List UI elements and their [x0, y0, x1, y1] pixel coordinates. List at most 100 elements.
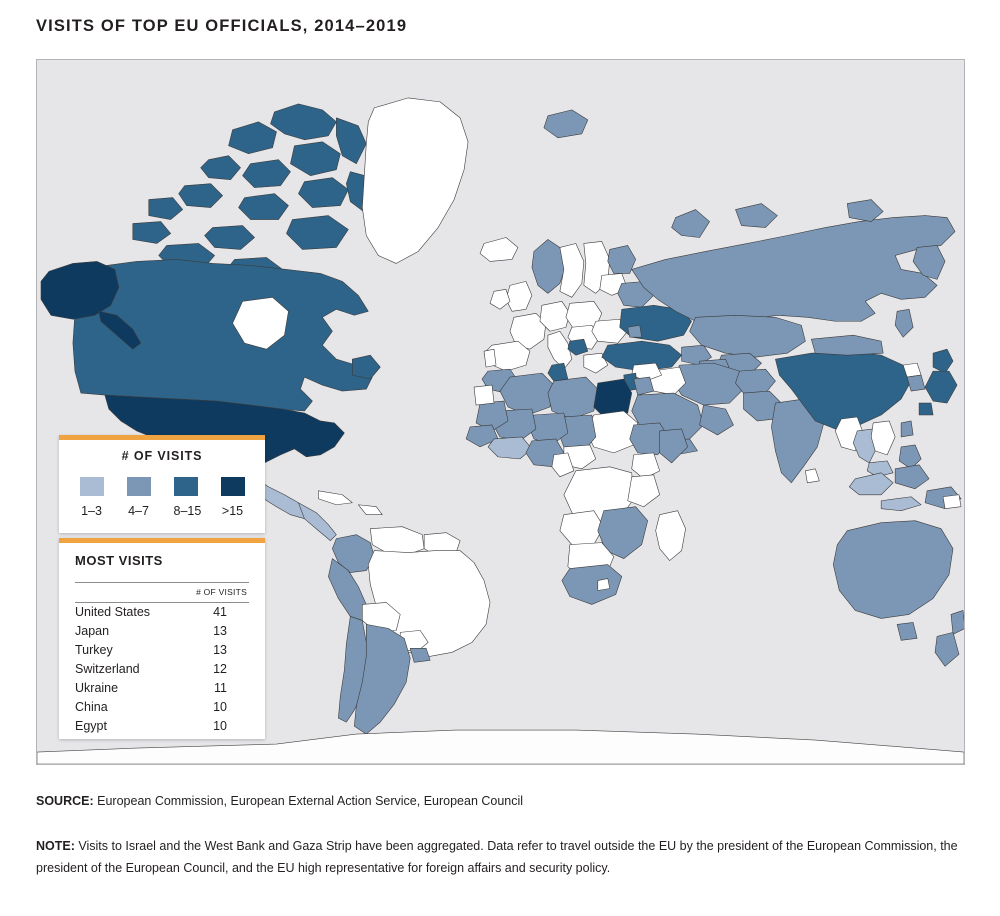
region-somalia — [659, 428, 688, 464]
region-turkey — [601, 340, 682, 372]
region-tasmania — [896, 622, 918, 641]
source-label: SOURCE: — [36, 794, 94, 808]
world-map[interactable]: .c{stroke:#3c3c3c;stroke-width:.6;stroke… — [36, 59, 965, 765]
region-greece — [583, 352, 609, 374]
legend-bin-label: 4–7 — [128, 504, 149, 518]
region-newfoundland — [352, 354, 381, 380]
note-label: NOTE: — [36, 839, 75, 853]
row-visits: 13 — [213, 624, 227, 638]
region-vietnam-laos — [870, 420, 896, 456]
region-brazil — [367, 550, 491, 657]
region-new-zealand-north — [950, 610, 964, 635]
table-header-row: # OF VISITS — [75, 582, 249, 603]
legend-bin-1: 4–7 — [126, 477, 151, 518]
legend-swatch-icon — [173, 477, 198, 496]
legend-swatch-icon — [79, 477, 104, 496]
region-westsahara — [473, 384, 495, 406]
table-header-visits: # OF VISITS — [177, 582, 249, 603]
table-row: Switzerland 12 — [75, 660, 249, 679]
region-kamchatka — [912, 245, 946, 280]
region-australia — [832, 520, 954, 619]
table-row: China 10 — [75, 698, 249, 717]
region-indonesia-java — [880, 496, 922, 512]
legend-swatches: 1–3 4–7 8–15 >15 — [59, 477, 265, 518]
region-cameroon — [551, 452, 575, 478]
region-new-siberian — [846, 199, 884, 222]
region-greenland — [361, 97, 469, 264]
region-lesotho — [597, 578, 611, 591]
region-madagascar — [655, 510, 686, 561]
region-moldova — [627, 324, 642, 338]
row-visits: 12 — [213, 662, 227, 676]
region-uae-oman — [699, 404, 734, 436]
row-visits: 41 — [213, 605, 227, 619]
region-alaska — [40, 261, 120, 320]
region-cuba — [318, 490, 353, 506]
most-visits-panel: MOST VISITS # OF VISITS United States 41… — [59, 538, 265, 739]
table-row: Egypt 10 — [75, 717, 249, 736]
region-hudson-bay — [232, 297, 289, 350]
table-row: Ukraine 11 — [75, 679, 249, 698]
region-severnaya — [735, 203, 778, 228]
region-jordan — [633, 376, 654, 396]
region-sweden — [559, 243, 585, 298]
region-egypt — [593, 378, 633, 420]
row-country: Turkey — [75, 643, 113, 657]
region-taiwan — [900, 420, 914, 438]
legend-bin-label: 8–15 — [173, 504, 202, 518]
row-country: China — [75, 700, 108, 714]
region-japan-honshu — [924, 370, 958, 404]
region-hispaniola — [358, 504, 383, 516]
row-country: United States — [75, 605, 151, 619]
region-france — [509, 312, 547, 350]
row-country: Switzerland — [75, 662, 140, 676]
region-japan — [932, 348, 954, 374]
region-alaska-panhandle — [98, 310, 142, 350]
region-italy — [547, 330, 573, 370]
table-row: Turkey 13 — [75, 641, 249, 660]
region-iceland — [479, 237, 519, 262]
region-malaysia — [866, 460, 894, 478]
region-kazakhstan — [689, 314, 806, 358]
legend-bin-2: 8–15 — [173, 477, 202, 518]
region-mongolia — [811, 334, 884, 356]
row-country: Ukraine — [75, 681, 119, 695]
table-row: Japan 13 — [75, 622, 249, 641]
row-visits: 11 — [214, 681, 227, 695]
region-sri-lanka — [805, 468, 820, 484]
region-uruguay — [409, 648, 431, 663]
legend-swatch-icon — [220, 477, 245, 496]
region-argentina — [354, 624, 411, 735]
region-senegal-guinea — [465, 424, 499, 448]
region-algeria — [499, 372, 555, 416]
region-japan-kyushu — [918, 402, 934, 416]
map-legend: # OF VISITS 1–3 4–7 8–15 >15 — [59, 435, 265, 533]
legend-bin-label: 1–3 — [81, 504, 102, 518]
region-portugal — [483, 348, 497, 368]
region-sakhalin — [894, 308, 914, 338]
region-ireland — [489, 289, 511, 310]
region-new-zealand-south — [934, 632, 960, 667]
legend-bin-3: >15 — [220, 477, 245, 518]
most-visits-table: # OF VISITS United States 41 Japan 13 Tu… — [75, 582, 249, 736]
region-central-america — [298, 502, 337, 541]
page-title: VISITS OF TOP EU OFFICIALS, 2014–2019 — [36, 17, 408, 35]
note-line: NOTE: Visits to Israel and the West Bank… — [36, 836, 966, 879]
region-westafrica-coast — [487, 436, 533, 460]
region-romania — [591, 318, 629, 344]
row-country: Egypt — [75, 719, 107, 733]
legend-bin-label: >15 — [221, 504, 244, 518]
region-png — [942, 494, 962, 510]
row-visits: 13 — [213, 643, 227, 657]
source-text: European Commission, European External A… — [97, 794, 524, 808]
region-tanzania — [627, 474, 660, 508]
region-mauritania — [475, 400, 509, 432]
region-south-korea — [906, 374, 926, 392]
region-venezuela — [369, 526, 425, 555]
region-norway — [531, 239, 567, 294]
region-philippines — [898, 444, 922, 470]
row-country: Japan — [75, 624, 110, 638]
region-svalbard — [543, 109, 589, 139]
legend-bin-0: 1–3 — [79, 477, 104, 518]
